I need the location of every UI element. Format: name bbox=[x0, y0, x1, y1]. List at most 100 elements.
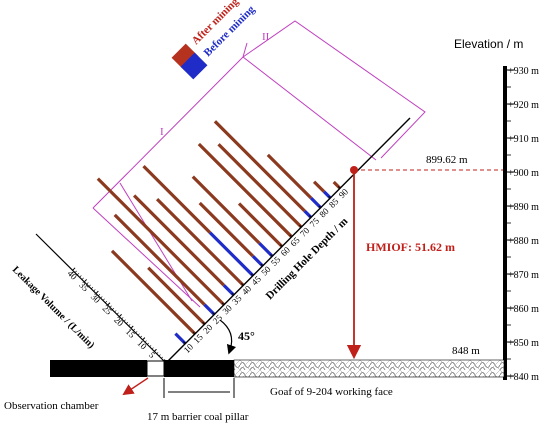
after-mining-bar bbox=[237, 202, 284, 248]
pillar-label: 17 m barrier coal pillar bbox=[147, 411, 249, 423]
after-mining-bar bbox=[191, 175, 261, 245]
elevation-tick-label: +930 m bbox=[508, 66, 539, 77]
zone-outline bbox=[92, 20, 426, 209]
after-mining-bar bbox=[142, 165, 212, 234]
leakage-axis-title: Leakage Volume / (L/min) bbox=[10, 264, 97, 351]
leakage-tick-label: 30 bbox=[89, 292, 103, 306]
leakage-minor-tick bbox=[144, 340, 147, 343]
depth-tick bbox=[202, 321, 206, 325]
leakage-minor-tick bbox=[86, 282, 89, 285]
after-mining-bar bbox=[266, 153, 313, 200]
leakage-tick bbox=[154, 348, 157, 352]
leakage-tick bbox=[95, 290, 99, 294]
drilling-hole-axis bbox=[165, 117, 411, 364]
after-mining-bar bbox=[213, 120, 306, 213]
elevation-tick-label: +840 m bbox=[508, 372, 539, 383]
leakage-minor-tick bbox=[75, 270, 77, 273]
depth-tick bbox=[308, 215, 312, 219]
observation-chamber bbox=[146, 360, 165, 377]
leakage-tick bbox=[72, 267, 76, 271]
leakage-tick-label: 40 bbox=[66, 268, 80, 282]
after-mining-bar bbox=[132, 194, 225, 287]
after-mining-bar bbox=[110, 249, 197, 336]
depth-tick bbox=[221, 302, 225, 306]
angle-arc bbox=[219, 319, 237, 355]
leakage-minor-tick bbox=[109, 305, 112, 308]
elevation-tick-label: +910 m bbox=[508, 134, 539, 145]
depth-tick bbox=[318, 205, 322, 209]
leakage-minor-tick bbox=[137, 333, 140, 336]
leakage-minor-tick bbox=[116, 312, 119, 315]
leakage-minor-tick bbox=[147, 342, 150, 345]
leakage-minor-tick bbox=[91, 286, 94, 289]
before-mining-bar bbox=[258, 242, 274, 258]
after-mining-bar bbox=[198, 201, 255, 258]
leakage-minor-tick bbox=[156, 352, 159, 354]
elevation-title: Elevation / m bbox=[454, 37, 523, 51]
leakage-bars bbox=[96, 120, 342, 345]
after-mining-bar bbox=[113, 213, 206, 306]
leakage-minor-tick bbox=[151, 347, 154, 350]
after-mining-bar bbox=[147, 266, 206, 326]
leakage-tick-label: 10 bbox=[135, 338, 149, 352]
elevation-bar bbox=[503, 66, 507, 380]
elevation-scale: +930 m +920 m +910 m +900 m +890 m +880 m +870… bbox=[503, 66, 539, 383]
leakage-minor-tick bbox=[79, 275, 82, 278]
zone-left-edge bbox=[92, 207, 201, 308]
legend: After mining Before mining bbox=[171, 0, 258, 80]
depth-tick bbox=[299, 224, 302, 228]
coal-pillar-left bbox=[50, 360, 147, 377]
leakage-minor-tick bbox=[100, 296, 103, 299]
barrier-coal-pillar bbox=[164, 360, 234, 377]
leakage-tick-label: 25 bbox=[100, 303, 114, 317]
leakage-tick bbox=[84, 279, 88, 282]
elevation-tick-label: +870 m bbox=[508, 270, 539, 281]
after-mining-bar bbox=[155, 197, 245, 287]
depth-tick bbox=[250, 273, 254, 277]
leakage-tick-label: 35 bbox=[77, 280, 91, 294]
before-mining-bar bbox=[208, 231, 255, 277]
leakage-minor-tick bbox=[149, 345, 152, 347]
leakage-tick-label: 5 bbox=[147, 350, 158, 361]
leakage-minor-tick bbox=[77, 272, 80, 275]
leakage-minor-tick bbox=[105, 300, 108, 303]
elevation-tick-label: +850 m bbox=[508, 338, 539, 349]
leakage-tick bbox=[142, 337, 146, 341]
zone-mid-link bbox=[242, 42, 248, 58]
elevation-tick-label: +900 m bbox=[508, 168, 539, 179]
zone-2-label: II bbox=[262, 31, 270, 43]
angle-label: 45° bbox=[238, 329, 255, 343]
depth-tick bbox=[192, 331, 196, 335]
depth-tick bbox=[270, 253, 273, 257]
leakage-axis bbox=[35, 233, 167, 364]
zone-divider bbox=[242, 56, 377, 161]
depth-tick bbox=[279, 244, 283, 248]
elevation-tick-label: +920 m bbox=[508, 100, 539, 111]
leakage-minor-tick bbox=[82, 277, 84, 280]
leakage-minor-tick bbox=[123, 319, 126, 322]
goaf-area bbox=[233, 359, 505, 378]
level-848-label: 848 m bbox=[452, 345, 480, 357]
after-mining-bar bbox=[197, 142, 294, 239]
leakage-minor-tick bbox=[163, 359, 166, 361]
depth-tick bbox=[328, 195, 332, 199]
leakage-tick bbox=[107, 302, 111, 306]
hmiof-label: HMIOF: 51.62 m bbox=[366, 240, 455, 254]
leakage-minor-tick bbox=[128, 324, 131, 326]
leakage-tick-label: 15 bbox=[124, 326, 138, 340]
elevation-tick-label: +860 m bbox=[508, 304, 539, 315]
leakage-minor-tick bbox=[161, 356, 163, 359]
leakage-tick-label: 20 bbox=[112, 315, 126, 329]
depth-tick bbox=[241, 283, 244, 286]
leakage-minor-tick bbox=[158, 354, 161, 357]
legend-before-swatch bbox=[180, 52, 208, 80]
depth-tick bbox=[211, 312, 215, 315]
level-899-label: 899.62 m bbox=[426, 154, 468, 166]
leakage-minor-tick bbox=[114, 310, 117, 313]
leakage-tick bbox=[119, 313, 122, 317]
leakage-minor-tick bbox=[133, 328, 136, 331]
depth-tick bbox=[260, 263, 264, 267]
goaf-label: Goaf of 9-204 working face bbox=[270, 386, 393, 398]
